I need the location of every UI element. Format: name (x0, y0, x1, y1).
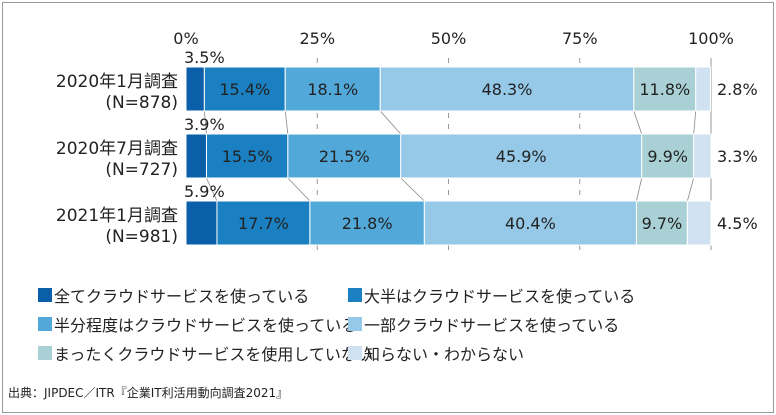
connector-line (400, 177, 425, 202)
category-label: 2020年7月調査 (56, 139, 178, 159)
data-label: 3.3% (717, 147, 758, 166)
data-label: 3.5% (184, 48, 225, 67)
x-tick-label: 0% (173, 29, 198, 48)
category-label: (N=727) (105, 160, 178, 180)
legend-label: 大半はクラウドサービスを使っている (364, 287, 636, 306)
bar-segment (400, 133, 643, 179)
data-label: 4.5% (717, 214, 758, 233)
bar-segment (216, 200, 311, 246)
legend-item: まったくクラウドサービスを使用していない (38, 341, 373, 365)
x-tick-label: 50% (431, 29, 467, 48)
data-label: 15.4% (219, 80, 270, 99)
data-label: 9.7% (642, 214, 683, 233)
data-label: 9.9% (647, 147, 688, 166)
x-tick-label: 100% (688, 29, 734, 48)
bar-segment (641, 133, 695, 179)
connector-line (686, 177, 695, 202)
legend-item: 全てクラウドサービスを使っている (38, 283, 309, 307)
legend-swatch (348, 288, 362, 302)
bar-segment (686, 200, 712, 246)
connector-line (284, 110, 289, 135)
data-label: 17.7% (238, 214, 289, 233)
bar-segment (205, 133, 289, 179)
bar-segment (423, 200, 637, 246)
connector-line (693, 110, 697, 135)
legend-label: 知らない・わからない (364, 345, 525, 364)
data-label: 2.8% (717, 80, 758, 99)
data-label: 3.9% (184, 115, 225, 134)
bar-segment (309, 200, 425, 246)
data-label: 15.5% (222, 147, 273, 166)
bar-segment (284, 66, 381, 112)
bar-segment (693, 133, 712, 179)
bar-segment (635, 200, 688, 246)
connector-line (636, 177, 643, 202)
bar-segment (287, 133, 402, 179)
data-label: 48.3% (482, 80, 533, 99)
bar-segment (185, 133, 207, 179)
data-label: 18.1% (307, 80, 358, 99)
source-note: 出典：JIPDEC／ITR『企業IT利活用動向調査2021』 (8, 386, 289, 400)
legend-swatch (348, 346, 362, 360)
legend-label: まったくクラウドサービスを使用していない (54, 345, 373, 364)
x-tick-label: 25% (299, 29, 335, 48)
legend-swatch (38, 346, 52, 360)
connector-line (633, 110, 643, 135)
data-label: 21.5% (319, 147, 370, 166)
legend-label: 半分程度はクラウドサービスを使っている (54, 316, 358, 335)
legend-item: 一部クラウドサービスを使っている (348, 312, 619, 336)
connector-line (287, 177, 311, 202)
legend-label: 一部クラウドサービスを使っている (364, 316, 620, 335)
legend-item: 知らない・わからない (348, 341, 524, 365)
bar-segment (379, 66, 635, 112)
legend-swatch (38, 288, 52, 302)
data-label: 40.4% (505, 214, 556, 233)
category-label: (N=981) (105, 227, 178, 247)
data-label: 11.8% (639, 80, 690, 99)
bar-segment (185, 200, 218, 246)
bar-segment (203, 66, 286, 112)
legend-item: 半分程度はクラウドサービスを使っている (38, 312, 357, 336)
legend-swatch (348, 317, 362, 331)
category-label: 2021年1月調査 (56, 206, 178, 226)
connector-line (379, 110, 402, 135)
bar-segment (185, 66, 205, 112)
legend-item: 大半はクラウドサービスを使っている (348, 283, 635, 307)
legend-swatch (38, 317, 52, 331)
x-tick-label: 75% (562, 29, 598, 48)
bar-segment (633, 66, 697, 112)
data-label: 45.9% (496, 147, 547, 166)
connector-line (206, 177, 218, 202)
data-label: 5.9% (184, 182, 225, 201)
category-label: (N=878) (105, 93, 178, 113)
data-label: 21.8% (342, 214, 393, 233)
category-label: 2020年1月調査 (56, 72, 178, 92)
legend-label: 全てクラウドサービスを使っている (54, 287, 310, 306)
bar-segment (695, 66, 711, 112)
connector-line (203, 110, 207, 135)
stacked-bar-chart: 0% 25% 50% 75% 100% 2020年1月調査(N=878) 3.5% 15.4%… (56, 29, 758, 250)
